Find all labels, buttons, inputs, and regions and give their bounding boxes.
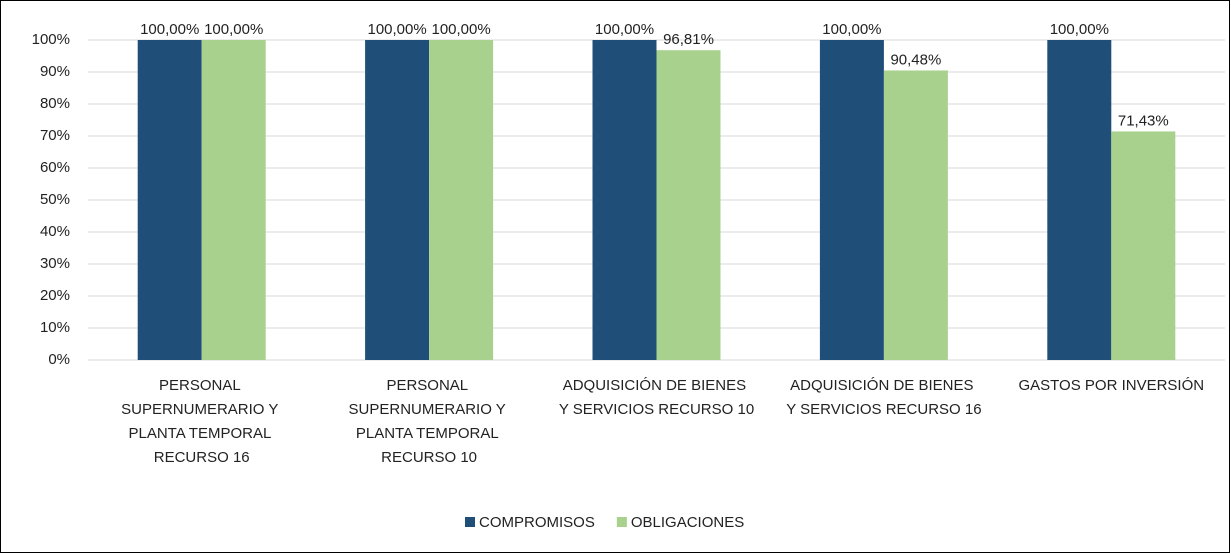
data-label: 96,81% [663,31,714,48]
bar [1111,131,1176,360]
y-tick-label: 90% [40,63,70,80]
bar [201,40,266,360]
legend-swatch [465,517,475,527]
bar [883,70,948,361]
data-label: 100,00% [431,21,490,38]
y-tick-label: 40% [40,223,70,240]
bar [429,40,494,360]
data-label: 100,00% [367,21,426,38]
x-tick-label: ADQUISICIÓN DE BIENES Y SERVICIOS RECURS… [786,377,981,418]
y-tick-label: 100% [32,31,70,48]
data-label: 71,43% [1118,112,1169,129]
y-tick-label: 10% [40,319,70,336]
y-tick-label: 50% [40,191,70,208]
y-tick-label: 0% [48,351,70,368]
legend-swatch [616,517,627,527]
data-label: 90,48% [890,51,941,68]
y-tick-label: 70% [40,127,70,144]
y-tick-label: 80% [40,95,70,112]
data-label: 100,00% [1050,21,1109,38]
bar [137,40,202,360]
bar [365,40,430,360]
legend-label: OBLIGACIONES [631,514,744,531]
data-label: 100,00% [595,21,654,38]
x-tick-label: PERSONAL SUPERNUMERARIO Y PLANTA TEMPORA… [121,377,282,466]
data-label: 100,00% [822,21,881,38]
y-tick-label: 20% [40,287,70,304]
x-tick-label: GASTOS POR INVERSIÓN [1018,377,1204,394]
bar [1047,40,1112,360]
legend-label: COMPROMISOS [479,514,595,531]
x-tick-label: PERSONAL SUPERNUMERARIO Y PLANTA TEMPORA… [349,377,510,466]
data-label: 100,00% [140,21,199,38]
x-tick-label: ADQUISICIÓN DE BIENES Y SERVICIOS RECURS… [559,377,754,418]
bar [656,50,721,360]
y-tick-label: 30% [40,255,70,272]
bar [819,40,884,360]
bar [592,40,657,360]
data-label: 100,00% [204,21,263,38]
y-tick-label: 60% [40,159,70,176]
